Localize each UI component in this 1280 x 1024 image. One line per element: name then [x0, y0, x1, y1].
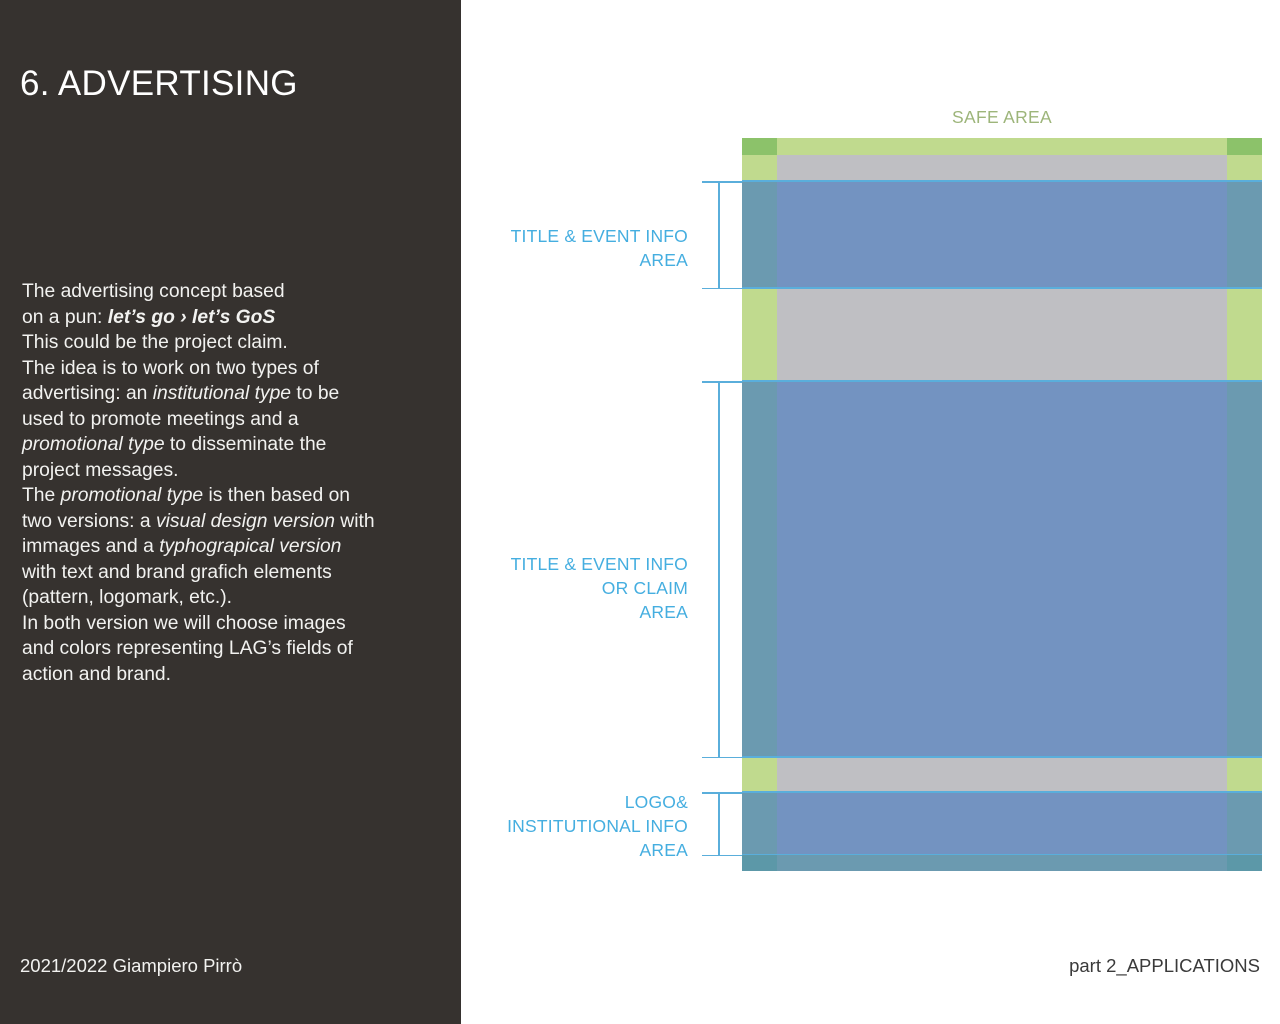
safe-margin-right	[1227, 757, 1262, 792]
text-segment: on a pun:	[22, 306, 108, 328]
text-line: advertising: an institutional type to be	[22, 381, 442, 407]
bracket-line	[718, 381, 720, 758]
text-line: and colors representing LAG’s fields of	[22, 636, 442, 662]
label-line: AREA	[639, 250, 688, 270]
text-line: In both version we will choose images	[22, 611, 442, 637]
logo-info-label: LOGO& INSTITUTIONAL INFO AREA	[507, 790, 688, 862]
text-segment: The	[22, 485, 61, 506]
title-claim-label: TITLE & EVENT INFO OR CLAIM AREA	[511, 552, 688, 624]
description-text: The advertising concept based on a pun: l…	[22, 279, 442, 687]
bracket-line	[702, 756, 742, 758]
text-segment: promotional type	[60, 485, 204, 506]
footer-section: part 2_APPLICATIONS	[1069, 955, 1260, 976]
text-segment: The advertising concept based	[22, 281, 285, 302]
text-segment: advertising: an	[22, 383, 153, 404]
text-segment: The idea is to work on two types of	[22, 357, 319, 379]
text-segment: visual design version	[155, 510, 335, 532]
zone-margin	[742, 793, 777, 854]
safe-margin-right	[1227, 288, 1262, 381]
bracket-line	[718, 792, 720, 856]
title-claim-bracket	[702, 381, 742, 758]
left-panel: 6. ADVERTISING The advertising concept b…	[0, 0, 461, 1024]
bracket-line	[702, 381, 742, 383]
text-line: promotional type to disseminate the	[22, 432, 442, 458]
text-line: on a pun: let’s go › let’s GoS	[22, 305, 442, 331]
footer-author: 2021/2022 Giampiero Pirrò	[20, 955, 243, 976]
safe-area-label: SAFE AREA	[952, 107, 1052, 127]
label-line: INSTITUTIONAL INFO	[507, 816, 688, 836]
label-line: AREA	[639, 840, 688, 860]
zone-margin	[742, 382, 777, 756]
safe-margin-left	[742, 757, 777, 792]
safe-margin-right	[1227, 155, 1262, 181]
text-segment: In both version we will choose images	[22, 612, 346, 634]
label-line: OR CLAIM	[601, 578, 688, 598]
label-line: TITLE & EVENT INFO	[510, 554, 688, 574]
text-segment: immages and a	[22, 536, 160, 557]
text-segment: with text and brand grafich elements	[22, 561, 332, 583]
title-event-label: TITLE & EVENT INFO AREA	[511, 224, 688, 272]
text-segment: institutional type	[152, 383, 292, 404]
safe-corner	[742, 855, 777, 871]
bracket-line	[702, 854, 742, 856]
text-segment: two versions: a	[22, 510, 156, 532]
text-line: immages and a typhograpical version	[22, 534, 442, 560]
text-segment: project messages.	[22, 459, 179, 481]
safe-margin-left	[742, 155, 777, 181]
poster-layout-diagram	[742, 138, 1262, 871]
title-event-bracket	[702, 181, 742, 289]
text-segment: This could be the project claim.	[22, 332, 288, 353]
zone-margin	[1227, 382, 1262, 756]
text-line: The promotional type is then based on	[22, 483, 442, 509]
logo-info-bracket	[702, 792, 742, 856]
bracket-line	[702, 287, 742, 289]
zone-margin	[1227, 793, 1262, 854]
text-segment: to disseminate the	[164, 434, 327, 455]
text-segment: is then based on	[203, 485, 351, 506]
text-line: This could be the project claim.	[22, 330, 442, 356]
bracket-line	[718, 181, 720, 289]
text-segment: (pattern, logomark, etc.).	[22, 587, 233, 608]
bracket-line	[702, 792, 742, 794]
text-line: action and brand.	[22, 662, 442, 688]
text-segment: action and brand.	[22, 663, 172, 685]
safe-area-top-strip	[742, 138, 1262, 155]
label-line: LOGO&	[624, 792, 688, 812]
title-event-zone	[742, 180, 1262, 289]
safe-corner	[742, 138, 777, 155]
page-title: 6. ADVERTISING	[20, 64, 298, 103]
text-line: with text and brand grafich elements	[22, 560, 442, 586]
text-line: used to promote meetings and a	[22, 407, 442, 433]
text-segment: and colors representing LAG’s fields of	[22, 638, 353, 659]
text-line: (pattern, logomark, etc.).	[22, 585, 442, 611]
text-segment: with	[334, 510, 375, 532]
safe-corner	[1227, 138, 1262, 155]
safe-corner	[1227, 855, 1262, 871]
text-line: two versions: a visual design version wi…	[22, 509, 442, 535]
safe-margin-left	[742, 288, 777, 381]
text-segment: let’s go › let’s GoS	[107, 306, 276, 328]
title-claim-zone	[742, 380, 1262, 758]
text-segment: used to promote meetings and a	[22, 408, 299, 430]
text-segment: typhograpical version	[159, 536, 342, 557]
text-segment: promotional type	[22, 434, 165, 455]
zone-margin	[1227, 182, 1262, 287]
text-segment: to be	[291, 383, 340, 404]
safe-area-bottom-strip	[742, 855, 1262, 871]
text-line: The advertising concept based	[22, 279, 442, 305]
text-line: project messages.	[22, 458, 442, 484]
bracket-line	[702, 181, 742, 183]
zone-margin	[742, 182, 777, 287]
logo-info-zone	[742, 791, 1262, 856]
label-line: AREA	[639, 602, 688, 622]
label-line: TITLE & EVENT INFO	[510, 226, 688, 246]
text-line: The idea is to work on two types of	[22, 356, 442, 382]
